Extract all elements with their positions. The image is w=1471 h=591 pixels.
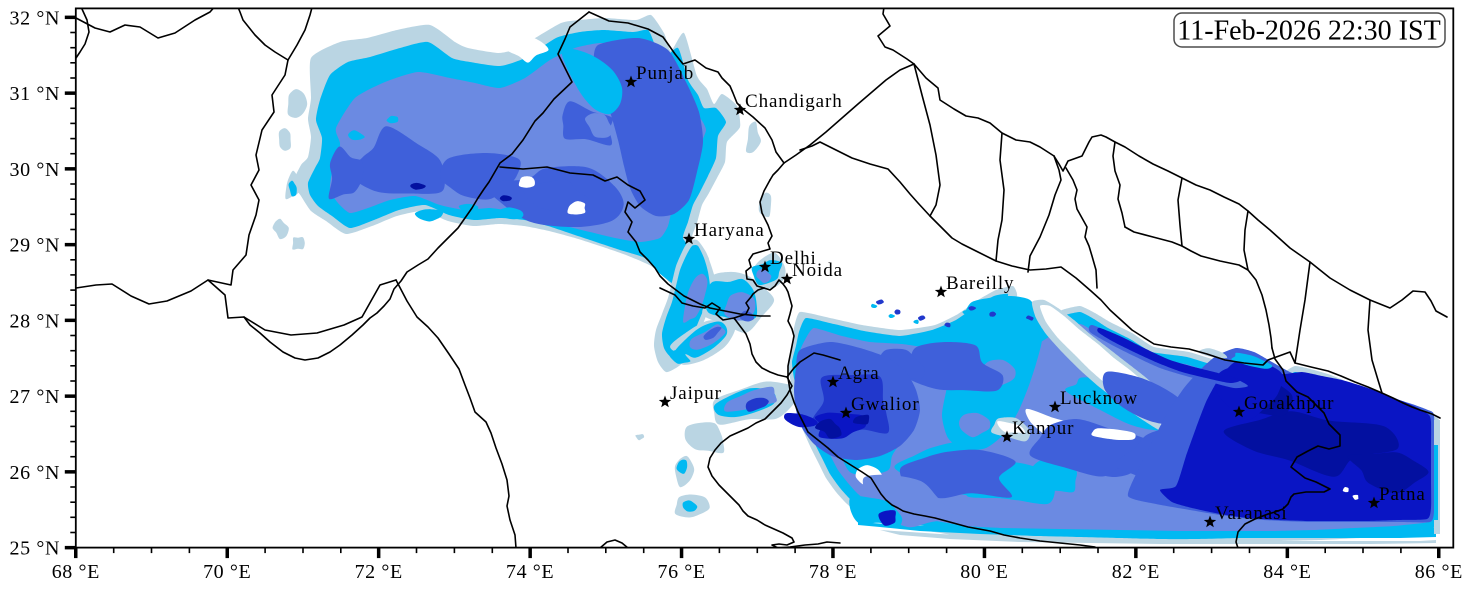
svg-text:29 °N: 29 °N bbox=[10, 235, 60, 257]
svg-text:27 °N: 27 °N bbox=[10, 386, 60, 408]
svg-text:76 °E: 76 °E bbox=[657, 561, 705, 583]
svg-text:32 °N: 32 °N bbox=[10, 7, 60, 29]
svg-text:78 °E: 78 °E bbox=[809, 561, 857, 583]
svg-text:Jaipur: Jaipur bbox=[670, 383, 722, 404]
svg-text:11-Feb-2026 22:30 IST: 11-Feb-2026 22:30 IST bbox=[1177, 16, 1440, 47]
svg-text:Agra: Agra bbox=[838, 363, 880, 384]
svg-text:74 °E: 74 °E bbox=[506, 561, 554, 583]
svg-text:Delhi: Delhi bbox=[770, 248, 817, 269]
svg-text:Gwalior: Gwalior bbox=[851, 394, 920, 415]
svg-text:30 °N: 30 °N bbox=[10, 159, 60, 181]
svg-text:Noida: Noida bbox=[792, 260, 843, 281]
svg-text:82 °E: 82 °E bbox=[1112, 561, 1160, 583]
svg-text:86 °E: 86 °E bbox=[1415, 561, 1463, 583]
svg-text:Varanasi: Varanasi bbox=[1215, 503, 1288, 524]
svg-text:84 °E: 84 °E bbox=[1263, 561, 1311, 583]
svg-text:70 °E: 70 °E bbox=[203, 561, 251, 583]
svg-text:Bareilly: Bareilly bbox=[946, 273, 1014, 294]
svg-text:Patna: Patna bbox=[1379, 484, 1426, 505]
svg-text:26 °N: 26 °N bbox=[10, 462, 60, 484]
svg-text:68 °E: 68 °E bbox=[52, 561, 100, 583]
svg-text:72 °E: 72 °E bbox=[355, 561, 403, 583]
svg-text:80 °E: 80 °E bbox=[960, 561, 1008, 583]
svg-text:31 °N: 31 °N bbox=[10, 83, 60, 105]
svg-text:Chandigarh: Chandigarh bbox=[745, 91, 843, 112]
svg-text:Gorakhpur: Gorakhpur bbox=[1244, 393, 1334, 414]
svg-text:Punjab: Punjab bbox=[636, 63, 694, 84]
svg-text:Kanpur: Kanpur bbox=[1012, 418, 1074, 439]
svg-text:28 °N: 28 °N bbox=[10, 310, 60, 332]
svg-text:25 °N: 25 °N bbox=[10, 538, 60, 560]
svg-text:Lucknow: Lucknow bbox=[1060, 388, 1138, 409]
svg-text:Haryana: Haryana bbox=[694, 220, 765, 241]
